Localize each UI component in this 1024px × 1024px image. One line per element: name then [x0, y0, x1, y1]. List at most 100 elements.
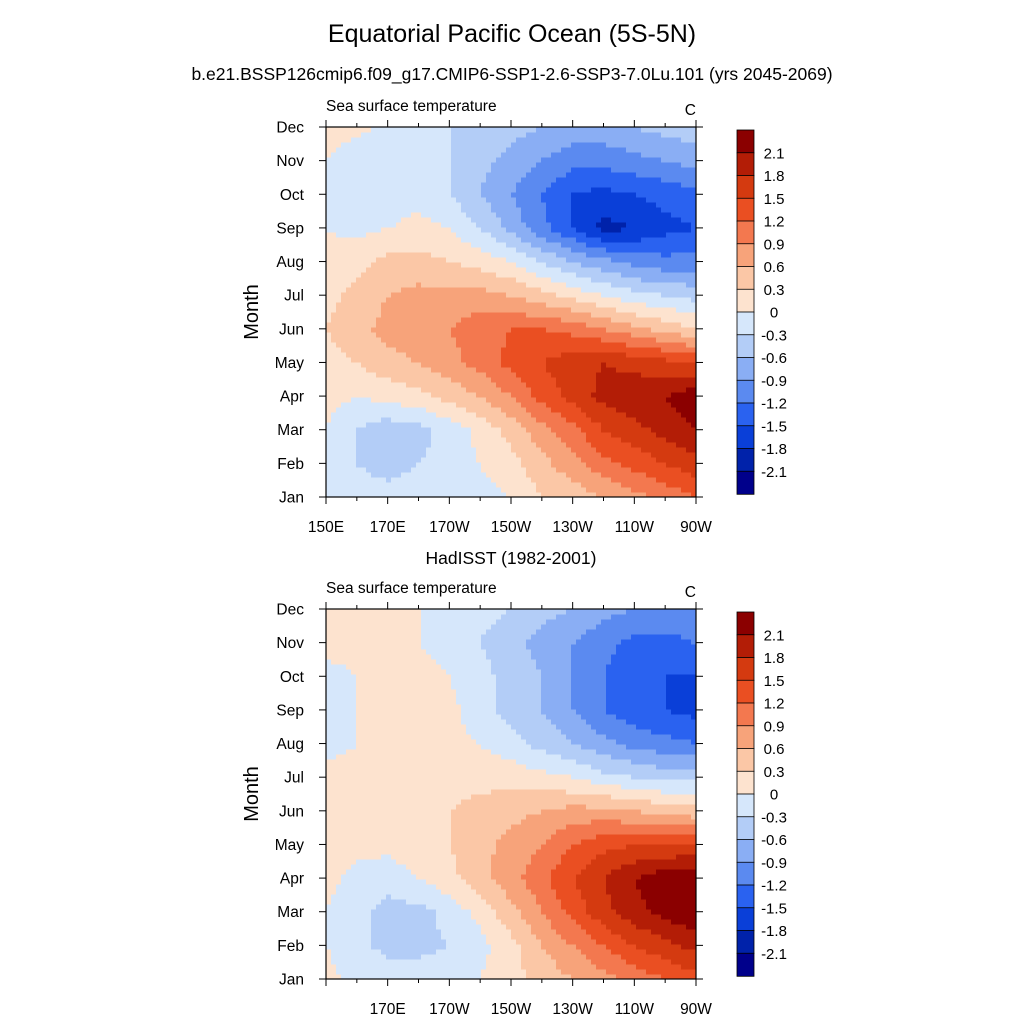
heatmap-cell [691, 462, 697, 468]
heatmap-cell [571, 377, 577, 383]
heatmap-cell [611, 462, 617, 468]
heatmap-cell [591, 162, 597, 168]
heatmap-cell [531, 472, 537, 478]
heatmap-cell [471, 292, 477, 298]
heatmap-cell [401, 462, 407, 468]
heatmap-cell [656, 352, 662, 358]
heatmap-cell [556, 197, 562, 203]
heatmap-cell [326, 357, 332, 363]
heatmap-cell [686, 202, 692, 208]
heatmap-cell [416, 347, 422, 353]
heatmap-cell [566, 242, 572, 248]
heatmap-cell [401, 362, 407, 368]
heatmap-cell [656, 197, 662, 203]
heatmap-cell [391, 202, 397, 208]
heatmap-cell [421, 407, 427, 413]
heatmap-cell [531, 322, 537, 328]
heatmap-cell [476, 432, 482, 438]
heatmap-cell [441, 462, 447, 468]
heatmap-cell [626, 367, 632, 373]
heatmap-cell [671, 222, 677, 228]
heatmap-cell [366, 292, 372, 298]
heatmap-cell [326, 182, 332, 188]
heatmap-cell [656, 307, 662, 313]
heatmap-cell [531, 197, 537, 203]
heatmap-cell [611, 437, 617, 443]
heatmap-cell [611, 467, 617, 473]
heatmap-cell [586, 242, 592, 248]
heatmap-cell [431, 177, 437, 183]
heatmap-cell [331, 317, 337, 323]
heatmap-cell [426, 187, 432, 193]
heatmap-cell [386, 302, 392, 308]
heatmap-cell [606, 252, 612, 258]
heatmap-cell [576, 427, 582, 433]
heatmap-cell [511, 247, 517, 253]
heatmap-cell [561, 447, 567, 453]
heatmap-cell [471, 242, 477, 248]
heatmap-cell [576, 272, 582, 278]
heatmap-cell [586, 247, 592, 253]
heatmap-cell [381, 317, 387, 323]
heatmap-cell [376, 462, 382, 468]
heatmap-cell [386, 427, 392, 433]
heatmap-cell [516, 282, 522, 288]
heatmap-cell [496, 237, 502, 243]
heatmap-cell [506, 357, 512, 363]
heatmap-cell [566, 347, 572, 353]
heatmap-cell [576, 292, 582, 298]
heatmap-cell [421, 197, 427, 203]
heatmap-cell [406, 407, 412, 413]
heatmap-cell [681, 342, 687, 348]
heatmap-cell [681, 287, 687, 293]
heatmap-cell [656, 297, 662, 303]
heatmap-cell [616, 372, 622, 378]
heatmap-cell [511, 337, 517, 343]
heatmap-cell [551, 242, 557, 248]
heatmap-cell [576, 417, 582, 423]
heatmap-cell [416, 492, 422, 498]
heatmap-cell [496, 307, 502, 313]
heatmap-cell [421, 257, 427, 263]
heatmap-cell [381, 357, 387, 363]
heatmap-cell [406, 427, 412, 433]
heatmap-cell [661, 227, 667, 233]
heatmap-cell [486, 312, 492, 318]
heatmap-cell [461, 297, 467, 303]
heatmap-cell [476, 427, 482, 433]
heatmap-cell [621, 207, 627, 213]
heatmap-cell [441, 377, 447, 383]
heatmap-cell [631, 162, 637, 168]
heatmap-cell [676, 457, 682, 463]
heatmap-cell [561, 262, 567, 268]
heatmap-cell [486, 352, 492, 358]
heatmap-cell [666, 297, 672, 303]
heatmap-cell [516, 277, 522, 283]
heatmap-cell [456, 367, 462, 373]
heatmap-cell [516, 162, 522, 168]
heatmap-cell [616, 377, 622, 383]
heatmap-cell [606, 162, 612, 168]
heatmap-cell [486, 357, 492, 363]
heatmap-cell [431, 362, 437, 368]
heatmap-cell [376, 222, 382, 228]
heatmap-cell [406, 467, 412, 473]
heatmap-cell [636, 392, 642, 398]
heatmap-cell [381, 252, 387, 258]
heatmap-cell [521, 457, 527, 463]
heatmap-cell [521, 297, 527, 303]
heatmap-cell [641, 357, 647, 363]
heatmap-cell [616, 482, 622, 488]
heatmap-cell [666, 327, 672, 333]
heatmap-cell [666, 397, 672, 403]
heatmap-cell [626, 432, 632, 438]
heatmap-cell [601, 367, 607, 373]
heatmap-cell [461, 482, 467, 488]
heatmap-cell [676, 342, 682, 348]
heatmap-cell [496, 247, 502, 253]
heatmap-cell [396, 367, 402, 373]
heatmap-cell [621, 282, 627, 288]
heatmap-cell [641, 337, 647, 343]
heatmap-cell [686, 362, 692, 368]
heatmap-cell [416, 457, 422, 463]
